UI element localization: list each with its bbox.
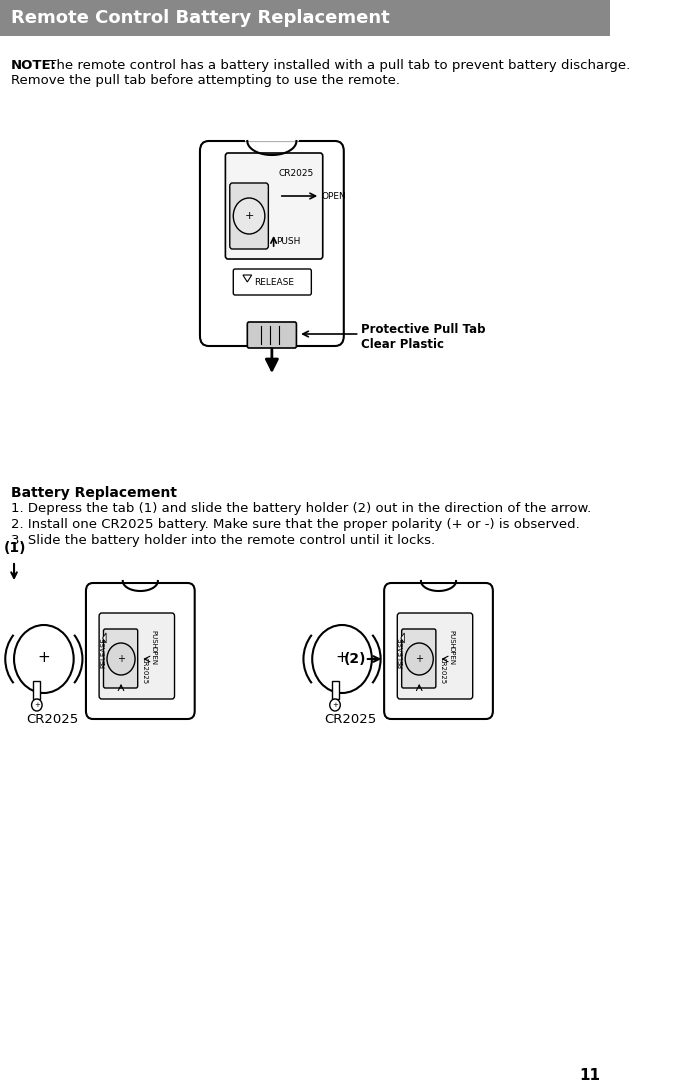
Text: Battery Replacement: Battery Replacement [10,485,177,500]
Circle shape [31,699,42,711]
Text: The remote control has a battery installed with a pull tab to prevent battery di: The remote control has a battery install… [44,59,630,72]
FancyBboxPatch shape [247,322,296,348]
Text: Clear Plastic: Clear Plastic [361,337,444,350]
FancyBboxPatch shape [226,153,323,259]
Text: OPEN: OPEN [449,647,454,666]
Text: PUSH: PUSH [449,630,454,648]
Text: 3. Slide the battery holder into the remote control until it locks.: 3. Slide the battery holder into the rem… [10,533,434,547]
Text: OPEN: OPEN [150,647,157,666]
Text: Remove the pull tab before attempting to use the remote.: Remove the pull tab before attempting to… [10,74,400,87]
FancyBboxPatch shape [0,0,610,36]
Text: CR2025: CR2025 [142,658,148,684]
Text: PUSH: PUSH [276,237,301,245]
Text: 11: 11 [579,1068,600,1083]
Text: RELEASE: RELEASE [398,637,404,669]
FancyBboxPatch shape [230,183,269,249]
FancyBboxPatch shape [104,630,138,688]
Wedge shape [121,559,159,582]
Wedge shape [419,559,458,582]
Text: +: + [38,649,50,664]
Text: Remote Control Battery Replacement: Remote Control Battery Replacement [10,9,389,27]
Text: RELEASE: RELEASE [254,277,294,287]
Text: +: + [117,654,125,664]
FancyBboxPatch shape [233,269,311,295]
Circle shape [405,643,433,675]
FancyBboxPatch shape [33,681,40,699]
Text: CR2025: CR2025 [26,714,79,726]
Text: PUSH: PUSH [150,630,157,648]
Text: 1. Depress the tab (1) and slide the battery holder (2) out in the direction of : 1. Depress the tab (1) and slide the bat… [10,502,591,515]
Text: OPEN: OPEN [322,192,347,201]
Text: CR2025: CR2025 [324,714,377,726]
Circle shape [233,197,265,233]
Text: +: + [332,702,338,708]
Circle shape [14,625,74,693]
Text: +: + [416,654,423,664]
FancyBboxPatch shape [331,681,338,699]
Circle shape [330,699,340,711]
FancyBboxPatch shape [384,583,493,719]
Text: 2. Install one CR2025 battery. Make sure that the proper polarity (+ or -) is ob: 2. Install one CR2025 battery. Make sure… [10,518,579,531]
Text: CR2025: CR2025 [440,658,446,684]
FancyBboxPatch shape [99,613,175,699]
Text: +: + [244,211,254,221]
Text: +: + [34,702,40,708]
Text: NOTE:: NOTE: [10,59,56,72]
Polygon shape [243,275,252,281]
Circle shape [107,643,135,675]
Polygon shape [102,633,106,643]
Text: +: + [335,649,349,664]
FancyBboxPatch shape [402,630,436,688]
Text: (2): (2) [344,652,366,666]
FancyBboxPatch shape [86,583,195,719]
Text: (1): (1) [3,541,26,555]
Polygon shape [401,633,404,643]
Wedge shape [246,111,298,141]
Text: Protective Pull Tab: Protective Pull Tab [361,323,486,336]
Text: RELEASE: RELEASE [100,637,106,669]
Circle shape [313,625,372,693]
FancyBboxPatch shape [397,613,473,699]
Text: CR2025: CR2025 [279,169,314,178]
FancyBboxPatch shape [200,141,344,346]
